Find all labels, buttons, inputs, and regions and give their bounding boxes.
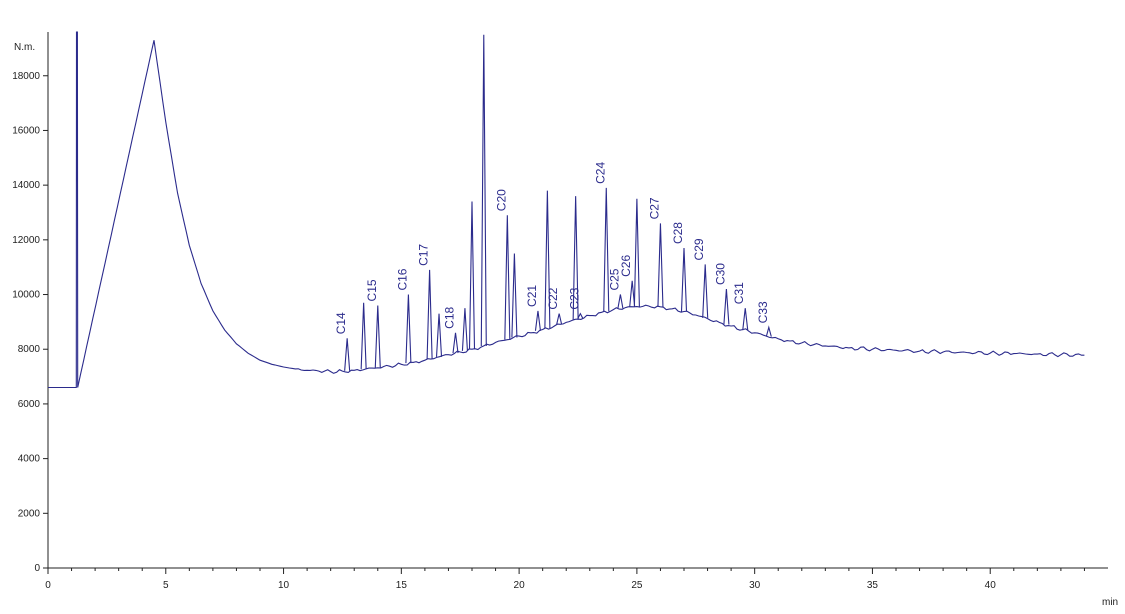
series xyxy=(48,31,1085,389)
peak xyxy=(344,338,351,371)
x-ticks: 0 5 10 15 20 25 30 35 40 xyxy=(45,568,1085,591)
peak xyxy=(742,308,749,331)
peak xyxy=(426,269,433,360)
peak xyxy=(603,187,610,312)
peak xyxy=(629,280,636,308)
peak xyxy=(461,308,468,351)
x-tick-label: 0 xyxy=(45,580,51,591)
peak xyxy=(572,196,579,320)
y-ticks: 0 2000 4000 6000 8000 10000 12000 14000 16000 180… xyxy=(12,71,48,574)
peak-label: C27 xyxy=(647,197,661,219)
x-tick-label: 15 xyxy=(396,580,408,591)
y-tick-label: 2000 xyxy=(18,508,41,519)
peak-label: C20 xyxy=(494,189,508,211)
y-tick-label: 12000 xyxy=(12,235,40,246)
peak-label: C30 xyxy=(713,263,727,285)
axes xyxy=(47,32,1108,569)
peak xyxy=(765,325,772,337)
x-axis-unit: min xyxy=(1102,597,1118,608)
chromatogram-trace xyxy=(48,31,1085,389)
x-tick-label: 20 xyxy=(514,580,526,591)
y-tick-label: 14000 xyxy=(12,180,40,191)
y-tick-label: 18000 xyxy=(12,71,40,82)
peak-label: C18 xyxy=(443,306,457,328)
y-tick-label: 8000 xyxy=(18,344,41,355)
peak xyxy=(577,312,584,319)
y-tick-label: 0 xyxy=(34,563,40,574)
peak xyxy=(723,289,730,325)
peak xyxy=(374,305,381,368)
x-tick-label: 40 xyxy=(985,580,997,591)
peak-label: C23 xyxy=(567,287,581,309)
peak-label: C21 xyxy=(525,285,539,307)
peak xyxy=(468,201,476,350)
peak-label: C25 xyxy=(607,268,621,290)
peak xyxy=(480,34,487,346)
peak xyxy=(556,313,563,325)
y-tick-label: 10000 xyxy=(12,290,40,301)
peak-label: C29 xyxy=(692,238,706,260)
peak xyxy=(435,313,443,357)
peak-label: C22 xyxy=(546,287,560,309)
peak-label: C16 xyxy=(395,268,409,290)
peak xyxy=(617,294,624,309)
x-tick-label: 25 xyxy=(631,580,643,591)
peak-label: C14 xyxy=(334,312,348,334)
y-tick-label: 16000 xyxy=(12,125,40,136)
peak xyxy=(504,215,511,340)
x-tick-label: 10 xyxy=(278,580,290,591)
peak xyxy=(657,223,664,307)
x-tick-label: 30 xyxy=(749,580,761,591)
peak xyxy=(544,190,551,329)
peak xyxy=(633,198,640,307)
y-axis-unit: N.m. xyxy=(14,42,35,53)
x-tick-label: 35 xyxy=(867,580,879,591)
peak xyxy=(452,332,459,354)
peak-label: C28 xyxy=(671,222,685,244)
peak xyxy=(680,248,688,312)
peak-label: C33 xyxy=(756,301,770,323)
peak-label: C26 xyxy=(619,255,633,277)
y-tick-label: 4000 xyxy=(18,454,41,465)
peak-label: C31 xyxy=(732,282,746,304)
x-tick-label: 5 xyxy=(163,580,169,591)
peak-label: C17 xyxy=(417,244,431,266)
peak-label: C24 xyxy=(593,162,607,184)
peak-label: C15 xyxy=(365,279,379,301)
peak xyxy=(702,264,709,318)
peak xyxy=(511,253,518,338)
y-tick-label: 6000 xyxy=(18,399,41,410)
peak xyxy=(405,294,412,364)
peak xyxy=(360,302,367,370)
peak xyxy=(534,310,542,331)
